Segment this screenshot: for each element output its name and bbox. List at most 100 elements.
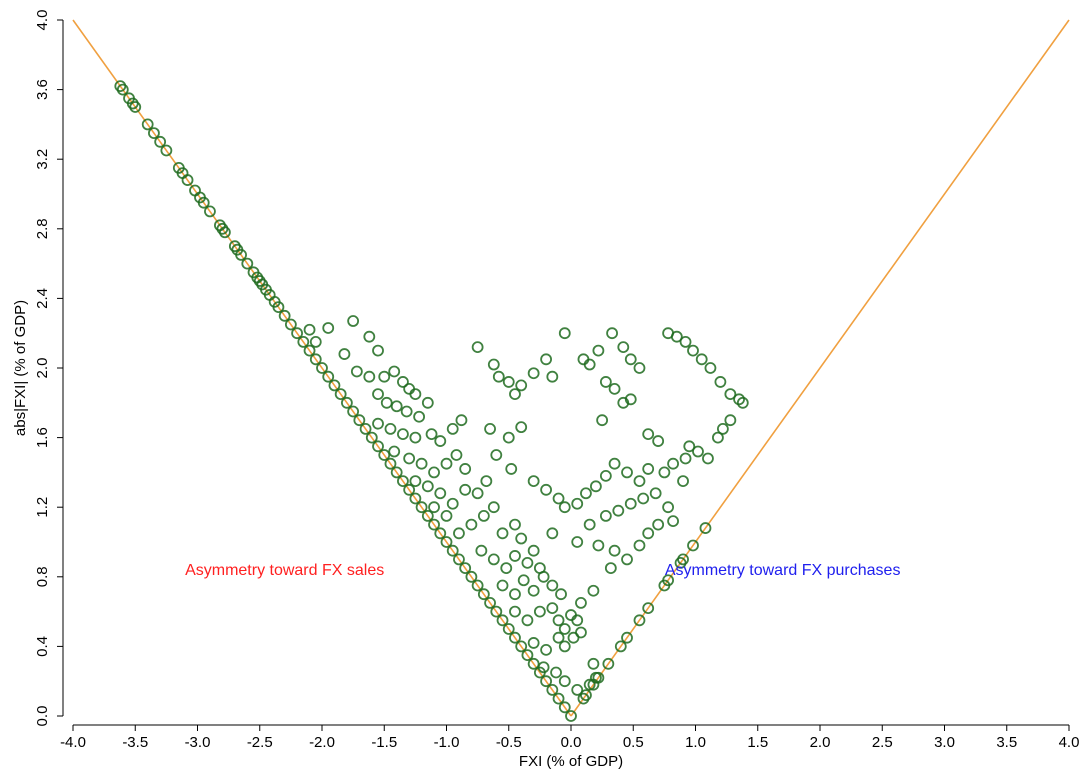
- data-point: [340, 396, 353, 409]
- x-tick-label: 0.0: [561, 734, 582, 751]
- data-point: [502, 623, 515, 635]
- x-tick-label: -3.0: [185, 734, 211, 751]
- data-point: [736, 396, 749, 409]
- data-point: [363, 370, 376, 383]
- data-point: [471, 341, 484, 354]
- data-point: [415, 457, 428, 470]
- data-point: [502, 376, 515, 388]
- data-point: [565, 710, 577, 722]
- data-point: [453, 527, 465, 540]
- data-point: [546, 527, 559, 540]
- data-point: [699, 522, 712, 534]
- data-point: [590, 480, 602, 493]
- data-point: [552, 631, 565, 644]
- data-point: [496, 527, 509, 540]
- data-point: [421, 480, 434, 493]
- data-point: [181, 174, 194, 186]
- annotations: Asymmetry toward FX sales Asymmetry towar…: [185, 562, 900, 579]
- data-point: [552, 614, 565, 627]
- data-point: [459, 463, 472, 475]
- data-point: [555, 588, 567, 601]
- data-point: [492, 370, 505, 383]
- data-point: [515, 421, 528, 434]
- x-tick-label: 3.0: [934, 734, 955, 751]
- data-point: [552, 692, 565, 705]
- data-point: [692, 445, 704, 458]
- data-point: [583, 358, 596, 371]
- data-point: [546, 370, 559, 383]
- data-point: [500, 562, 513, 574]
- data-point: [397, 428, 409, 441]
- data-point: [487, 553, 500, 566]
- data-point: [496, 614, 509, 627]
- y-tick-label: 3.2: [34, 149, 51, 170]
- data-point: [409, 492, 422, 505]
- reference-line: [570, 19, 1070, 717]
- data-point: [608, 457, 621, 470]
- data-point: [575, 597, 587, 609]
- reference-line: [72, 19, 572, 717]
- data-point: [592, 539, 605, 552]
- data-point: [459, 483, 472, 496]
- x-tick-label: -0.5: [496, 734, 522, 751]
- data-point: [608, 382, 621, 395]
- axes: -4.0 -3.5 -3.0 -2.5 -2.0 -1.5 -1.0 -0.5 0.0 0.5 1.…: [34, 10, 1079, 751]
- data-point: [490, 449, 503, 461]
- data-point: [440, 457, 453, 470]
- data-point: [546, 579, 559, 592]
- data-point: [633, 614, 646, 627]
- x-tick-label: 1.0: [685, 734, 706, 751]
- data-point: [403, 452, 416, 465]
- data-point: [421, 396, 434, 409]
- data-point: [674, 556, 687, 569]
- data-point: [571, 536, 584, 548]
- data-point: [677, 553, 689, 566]
- data-point: [527, 475, 540, 488]
- data-point: [540, 643, 552, 656]
- data-point: [596, 414, 609, 427]
- data-point: [558, 327, 571, 340]
- data-point: [388, 445, 401, 458]
- y-tick-label: 2.0: [34, 358, 51, 379]
- data-point: [602, 657, 615, 670]
- x-tick-label: -3.5: [122, 734, 148, 751]
- data-point: [388, 365, 401, 378]
- data-point: [347, 315, 360, 327]
- x-tick-label: -2.5: [247, 734, 273, 751]
- data-point: [197, 196, 210, 209]
- data-point: [624, 497, 637, 510]
- data-point: [642, 602, 655, 615]
- data-point: [471, 487, 484, 500]
- x-tick-label: 3.5: [996, 734, 1017, 751]
- data-point: [546, 602, 559, 615]
- data-point: [316, 362, 328, 374]
- data-point: [633, 362, 646, 374]
- y-axis-title: abs|FXI| (% of GDP): [12, 300, 29, 436]
- data-point: [587, 657, 600, 670]
- x-tick-label: 4.0: [1059, 734, 1080, 751]
- data-point: [515, 640, 528, 653]
- data-point: [633, 475, 646, 488]
- data-point: [509, 388, 521, 401]
- data-point: [667, 515, 679, 528]
- data-point: [413, 410, 426, 423]
- data-point: [583, 518, 596, 531]
- data-point: [390, 400, 403, 413]
- data-point: [716, 422, 729, 435]
- data-point: [509, 588, 521, 601]
- data-point: [575, 626, 587, 639]
- data-point: [397, 475, 409, 488]
- x-tick-label: -1.5: [371, 734, 397, 751]
- x-tick-label: 2.5: [872, 734, 893, 751]
- data-point: [440, 536, 453, 548]
- data-point: [714, 376, 727, 388]
- data-point: [446, 544, 459, 557]
- x-tick-label: -2.0: [309, 734, 335, 751]
- data-point: [571, 497, 584, 510]
- data-point: [384, 457, 397, 470]
- x-tick-label: -4.0: [60, 734, 86, 751]
- data-point: [359, 422, 372, 435]
- x-tick-label: -1.0: [434, 734, 460, 751]
- y-tick-label: 4.0: [34, 10, 51, 31]
- data-point: [533, 605, 546, 618]
